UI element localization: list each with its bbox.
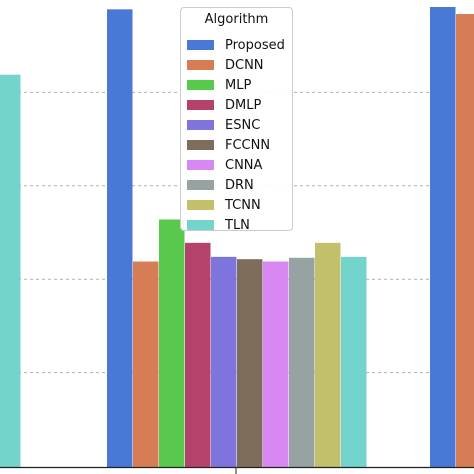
bar-proposed-group-2 <box>107 9 133 468</box>
bar-proposed-group-3 <box>430 7 456 467</box>
legend-label: DRN <box>225 177 254 193</box>
bar-dcnn-group-3 <box>456 14 474 467</box>
bar-tcnn-group-2 <box>315 242 341 467</box>
legend-item-drn: DRN <box>187 176 254 194</box>
bars <box>0 7 474 468</box>
legend-label: MLP <box>225 77 252 93</box>
legend-item-proposed: Proposed <box>187 36 285 54</box>
legend-item-fccnn: FCCNN <box>187 136 270 154</box>
legend-label: DCNN <box>225 57 264 73</box>
legend-swatch <box>187 80 214 90</box>
bar-dmlp-group-2 <box>185 242 211 467</box>
bar-fccnn-group-2 <box>237 259 263 467</box>
legend-label: DMLP <box>225 97 262 113</box>
legend-swatch <box>187 140 214 150</box>
legend-label: ESNC <box>225 117 261 133</box>
legend-label: TLN <box>225 217 250 233</box>
bar-tln-group-1 <box>0 74 21 467</box>
legend-item-dcnn: DCNN <box>187 56 264 74</box>
legend-item-dmlp: DMLP <box>187 96 261 114</box>
bar-mlp-group-2 <box>159 219 185 467</box>
legend-swatch <box>187 60 214 70</box>
legend-swatch <box>187 200 214 210</box>
legend-item-tln: TLN <box>187 216 250 234</box>
legend: Algorithm Proposed DCNN MLP DMLP ESNC FCCNN CN… <box>180 7 293 234</box>
legend-item-tcnn: TCNN <box>187 196 261 214</box>
legend-swatch <box>187 220 214 230</box>
legend-label: CNNA <box>225 157 263 173</box>
bar-cnna-group-2 <box>263 261 289 467</box>
legend-item-esnc: ESNC <box>187 116 260 134</box>
bar-esnc-group-2 <box>211 256 237 467</box>
bar-dcnn-group-2 <box>133 261 159 467</box>
bar-tln-group-2 <box>341 256 367 467</box>
legend-swatch <box>187 180 214 190</box>
legend-swatch <box>187 120 214 130</box>
gridlines <box>0 91 474 374</box>
legend-item-mlp: MLP <box>187 76 251 94</box>
legend-item-cnna: CNNA <box>187 156 262 174</box>
legend-swatch <box>187 100 214 110</box>
legend-title: Algorithm <box>204 12 269 27</box>
legend-swatch <box>187 160 214 170</box>
legend-label: FCCNN <box>225 137 271 153</box>
legend-label: Proposed <box>225 37 285 53</box>
legend-label: TCNN <box>225 197 261 213</box>
x-axis <box>0 466 474 474</box>
legend-swatch <box>187 40 214 50</box>
bar-drn-group-2 <box>289 257 315 467</box>
